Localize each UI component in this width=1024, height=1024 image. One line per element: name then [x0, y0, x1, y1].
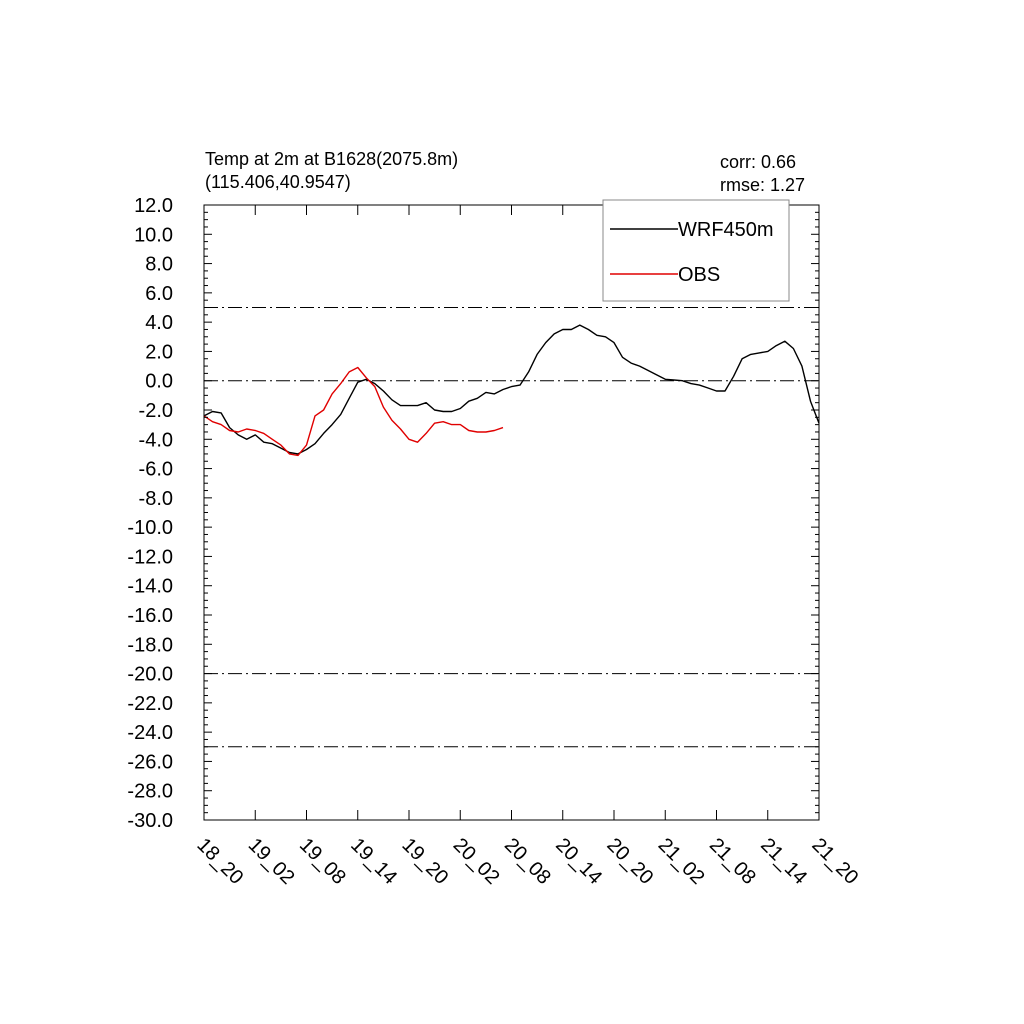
y-tick-label: -12.0	[127, 546, 173, 568]
y-tick-label: -4.0	[139, 429, 173, 451]
y-tick-label: -30.0	[127, 810, 173, 832]
chart-title-line2: (115.406,40.9547)	[205, 172, 351, 192]
y-tick-label: -8.0	[139, 488, 173, 510]
series-line-obs	[203, 366, 504, 457]
x-tick-label: 20_20	[602, 834, 657, 889]
ticks-layer	[203, 204, 820, 821]
y-tick-label: 8.0	[145, 254, 173, 276]
y-tick-label: -24.0	[127, 722, 173, 744]
legend-box	[602, 199, 790, 302]
y-tick-label: -18.0	[127, 634, 173, 656]
y-tick-label: 0.0	[145, 371, 173, 393]
x-tick-label: 19_20	[397, 834, 452, 889]
y-tick-label: -14.0	[127, 576, 173, 598]
y-tick-label: 12.0	[134, 195, 173, 217]
y-tick-label: 4.0	[145, 312, 173, 334]
legend-label-wrf450m: WRF450m	[678, 219, 774, 241]
x-tick-labels: 18_2019_0219_0819_1419_2020_0220_0820_14…	[192, 834, 862, 889]
series-layer	[203, 324, 820, 457]
legend: WRF450m OBS	[602, 199, 790, 302]
x-tick-label: 20_14	[551, 834, 606, 889]
y-tick-label: -22.0	[127, 693, 173, 715]
x-tick-label: 21_14	[756, 834, 811, 889]
y-tick-label: -26.0	[127, 751, 173, 773]
x-tick-label: 20_08	[500, 834, 555, 889]
x-tick-label: 21_08	[705, 834, 760, 889]
reference-lines	[204, 307, 819, 748]
y-tick-label: -28.0	[127, 781, 173, 803]
y-tick-label: -16.0	[127, 605, 173, 627]
x-tick-label: 18_20	[192, 834, 247, 889]
series-line-wrf450m	[203, 324, 820, 455]
y-tick-label: -10.0	[127, 517, 173, 539]
y-tick-label: -6.0	[139, 459, 173, 481]
x-tick-label: 20_02	[449, 834, 504, 889]
plot-frame	[203, 204, 820, 821]
x-tick-label: 21_20	[807, 834, 862, 889]
x-tick-label: 21_02	[654, 834, 709, 889]
corr-stat: corr: 0.66	[720, 152, 796, 172]
x-tick-label: 19_02	[244, 834, 299, 889]
y-tick-label: -2.0	[139, 400, 173, 422]
legend-label-obs: OBS	[678, 264, 720, 286]
rmse-stat: rmse: 1.27	[720, 175, 805, 195]
y-tick-labels: 12.0 10.0 8.0 6.0 4.0 2.0 0.0 -2.0 -4.0 -6.0 -8.0 -…	[127, 195, 173, 832]
x-tick-label: 19_08	[295, 834, 350, 889]
chart-title-line1: Temp at 2m at B1628(2075.8m)	[205, 149, 458, 169]
y-tick-label: 2.0	[145, 341, 173, 363]
y-tick-label: 6.0	[145, 283, 173, 305]
y-tick-label: -20.0	[127, 664, 173, 686]
y-tick-label: 10.0	[134, 224, 173, 246]
x-tick-label: 19_14	[346, 834, 401, 889]
